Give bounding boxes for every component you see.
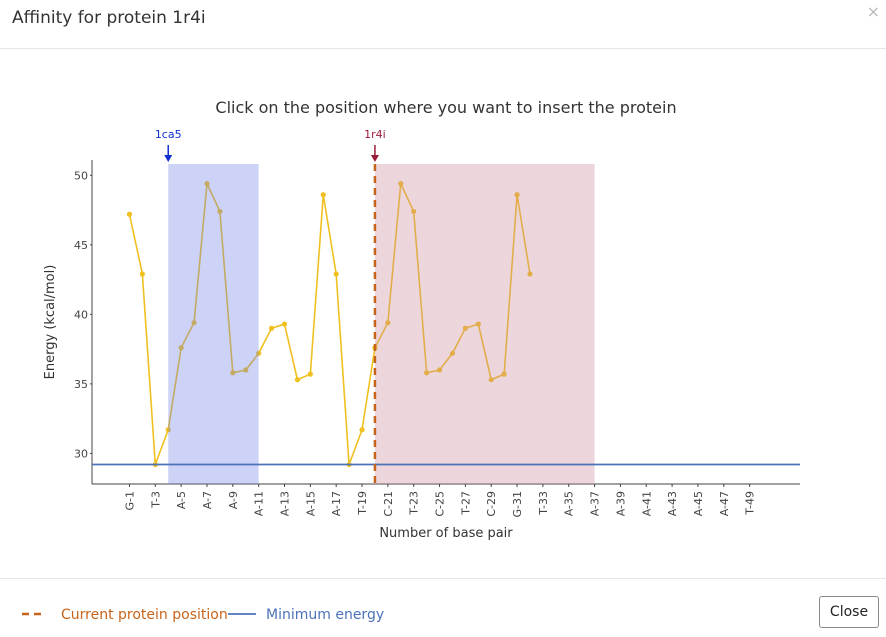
x-tick-label: T-3 xyxy=(149,491,162,509)
x-tick-label: A-39 xyxy=(614,491,627,516)
x-tick-label: A-43 xyxy=(666,491,679,516)
data-point xyxy=(333,271,339,277)
x-tick-label: T-23 xyxy=(408,491,421,516)
region-label: 1ca5 xyxy=(155,128,182,141)
x-tick-label: A-5 xyxy=(175,491,188,509)
y-tick-label: 30 xyxy=(74,447,88,460)
data-point xyxy=(398,181,404,187)
x-tick-label: A-41 xyxy=(640,491,653,516)
data-point xyxy=(320,192,326,198)
y-axis-label: Energy (kcal/mol) xyxy=(43,265,58,380)
close-button[interactable]: Close xyxy=(819,596,879,628)
data-point xyxy=(514,192,520,198)
data-point xyxy=(424,370,430,376)
data-point xyxy=(178,345,184,351)
data-point xyxy=(191,320,197,326)
x-tick-label: C-21 xyxy=(382,491,395,517)
protein-region xyxy=(374,164,595,484)
x-tick-label: A-13 xyxy=(279,491,292,516)
data-point xyxy=(256,350,262,356)
data-point xyxy=(307,371,313,377)
data-point xyxy=(501,371,507,377)
data-point xyxy=(411,208,417,215)
x-tick-label: A-17 xyxy=(330,491,343,516)
data-point xyxy=(281,321,288,327)
data-point xyxy=(230,370,236,376)
data-point xyxy=(243,367,249,373)
data-point xyxy=(527,271,533,277)
dialog-title: Affinity for protein 1r4i xyxy=(12,8,206,28)
x-tick-label: A-7 xyxy=(201,491,214,509)
x-tick-label: A-37 xyxy=(589,491,602,516)
separator xyxy=(0,578,886,579)
x-tick-label: T-19 xyxy=(356,491,369,516)
protein-region xyxy=(168,164,259,484)
y-tick-label: 50 xyxy=(74,169,88,182)
x-tick-label: A-35 xyxy=(563,491,576,516)
data-point xyxy=(462,325,468,331)
x-tick-label: T-33 xyxy=(537,491,550,516)
legend-label: Current protein position xyxy=(61,607,228,623)
data-point xyxy=(165,427,171,433)
chart-title: Click on the position where you want to … xyxy=(215,98,676,117)
region-arrow-head xyxy=(164,155,173,162)
data-point xyxy=(204,181,210,187)
data-point xyxy=(436,367,443,373)
x-tick-label: C-25 xyxy=(434,491,447,517)
data-point xyxy=(126,211,133,217)
data-point xyxy=(488,377,494,383)
data-point xyxy=(268,325,275,331)
x-tick-label: A-9 xyxy=(227,491,240,509)
x-tick-label: T-27 xyxy=(459,491,472,516)
data-point xyxy=(359,427,365,433)
data-point xyxy=(475,321,481,327)
x-tick-label: A-15 xyxy=(304,491,317,516)
data-point xyxy=(449,350,456,356)
legend-label: Minimum energy xyxy=(266,607,384,623)
x-tick-label: C-29 xyxy=(485,491,498,517)
y-tick-label: 40 xyxy=(74,308,88,321)
close-icon[interactable]: × xyxy=(866,2,880,21)
data-point xyxy=(294,377,301,383)
data-line xyxy=(128,180,531,465)
x-tick-label: A-47 xyxy=(718,491,731,516)
y-tick-label: 45 xyxy=(74,239,88,252)
region-arrow-head xyxy=(370,155,379,162)
x-tick-label: G-1 xyxy=(123,491,136,511)
x-tick-label: A-45 xyxy=(692,491,705,516)
y-tick-label: 35 xyxy=(74,378,88,391)
separator xyxy=(0,48,886,49)
x-tick-label: A-11 xyxy=(253,491,266,516)
region-label: 1r4i xyxy=(364,128,386,141)
data-point xyxy=(139,271,145,277)
x-axis-label: Number of base pair xyxy=(379,526,513,541)
data-point xyxy=(385,320,391,326)
data-point xyxy=(217,208,223,215)
x-tick-label: G-31 xyxy=(511,491,524,518)
x-tick-label: T-49 xyxy=(744,491,757,516)
